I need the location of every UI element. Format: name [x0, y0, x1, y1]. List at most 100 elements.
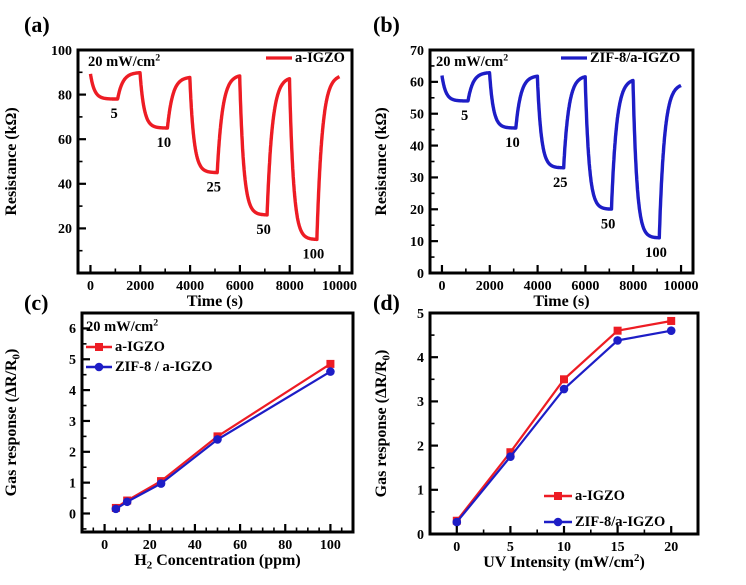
- series-line-square: [455, 319, 672, 522]
- y-tick-label: 40: [58, 178, 72, 193]
- y-tick-label: 60: [58, 133, 72, 148]
- y-axis-title: Resistance (kΩ): [373, 107, 390, 215]
- x-axis-title: H2 Concentration (ppm): [134, 552, 300, 572]
- panel-a: (a) 5 10 25 50 100 a-IGZO 20 mW/cm2 0 2000 4000 600…: [3, 12, 357, 310]
- y-tick-label: 0: [69, 507, 76, 522]
- series-group: [88, 70, 341, 242]
- pulse-concentration-label: 25: [207, 180, 222, 196]
- series-group: [111, 359, 335, 514]
- y-tick-label: 1: [417, 484, 424, 499]
- panel-letter: (a): [24, 12, 50, 37]
- series-group: [452, 316, 676, 527]
- x-tick-label: 100: [320, 538, 341, 553]
- y-axis-title: Gas response (ΔR/R0): [3, 349, 23, 497]
- y-tick-label: 4: [417, 351, 424, 366]
- x-tick-label: 0: [87, 279, 94, 294]
- y-tick-label: 30: [410, 171, 424, 186]
- pulse-concentration-label: 100: [645, 245, 667, 261]
- pulse-concentration-label: 25: [553, 175, 568, 191]
- x-tick-label: 8000: [619, 279, 647, 294]
- uv-power-annotation: 20 mW/cm2: [436, 52, 508, 70]
- legend: a-IGZO: [266, 50, 345, 66]
- legend-label: ZIF-8/a-IGZO: [575, 514, 665, 530]
- y-tick-label: 4: [69, 384, 76, 399]
- x-axis-title: Time (s): [533, 293, 589, 310]
- pulse-concentration-label: 10: [505, 135, 519, 151]
- pulse-concentration-label: 5: [110, 106, 117, 122]
- x-tick-label: 10000: [322, 279, 357, 294]
- y-tick-label: 2: [69, 446, 76, 461]
- y-tick-label: 20: [58, 222, 72, 237]
- x-tick-label: 8000: [276, 279, 304, 294]
- plot-frame: [80, 311, 355, 534]
- x-tick-label: 20: [143, 538, 157, 553]
- x-tick-label: 4000: [524, 279, 552, 294]
- legend-label: ZIF-8/a-IGZO: [590, 50, 680, 66]
- pulse-concentration-label: 50: [601, 216, 616, 232]
- response-curve: [440, 70, 683, 240]
- y-tick-label: 50: [410, 108, 424, 123]
- plot-frame: [76, 48, 354, 275]
- y-tick-label: 20: [410, 203, 424, 218]
- y-tick-label: 0: [417, 267, 424, 282]
- axes: 0 2000 4000 6000 8000 10000 0 10 20 30 40 50 60 70: [410, 44, 699, 294]
- pulse-concentration-label: 50: [256, 222, 271, 238]
- pulse-concentration-label: 10: [157, 135, 172, 151]
- y-axis-title: Resistance (kΩ): [3, 107, 20, 215]
- y-tick-label: 40: [410, 139, 424, 154]
- x-tick-label: 0: [453, 540, 460, 555]
- x-tick-label: 80: [278, 538, 292, 553]
- x-tick-label: 0: [438, 279, 445, 294]
- x-tick-label: 60: [233, 538, 247, 553]
- x-tick-label: 2000: [476, 279, 504, 294]
- y-tick-label: 2: [417, 439, 424, 454]
- x-tick-label: 10: [557, 540, 571, 555]
- axes: 0 20 40 60 80 100 0 1 2 3 4 5 6: [69, 312, 354, 553]
- legend: a-IGZO ZIF-8/a-IGZO: [544, 488, 665, 530]
- y-tick-label: 5: [417, 307, 424, 322]
- y-tick-label: 3: [417, 395, 424, 410]
- x-tick-label: 6000: [571, 279, 599, 294]
- x-tick-label: 10000: [664, 279, 699, 294]
- uv-power-annotation: 20 mW/cm2: [86, 317, 158, 335]
- y-tick-label: 5: [69, 353, 76, 368]
- pulse-concentration-label: 100: [303, 247, 325, 263]
- x-tick-label: 6000: [226, 279, 254, 294]
- legend-label: a-IGZO: [115, 339, 165, 355]
- pulse-concentration-label: 5: [461, 108, 468, 124]
- y-tick-label: 60: [410, 76, 424, 91]
- y-tick-label: 80: [58, 88, 72, 103]
- panel-letter: (c): [24, 290, 48, 315]
- y-tick-label: 10: [410, 235, 424, 250]
- response-curve: [88, 70, 341, 242]
- x-tick-label: 0: [101, 538, 108, 553]
- legend-label: a-IGZO: [295, 50, 345, 66]
- y-tick-label: 100: [51, 44, 72, 59]
- series-group: [440, 70, 683, 240]
- x-tick-label: 40: [188, 538, 202, 553]
- y-axis-title: Gas response (ΔR/R0): [373, 350, 393, 498]
- x-tick-label: 4000: [176, 279, 204, 294]
- y-tick-label: 70: [410, 44, 424, 59]
- y-tick-label: 0: [417, 528, 424, 543]
- plot-frame: [428, 311, 700, 536]
- x-axis-title: UV Intensity (mW/cm2): [483, 552, 645, 571]
- legend-label: ZIF-8 / a-IGZO: [115, 359, 212, 375]
- y-tick-label: 6: [69, 322, 76, 337]
- x-tick-label: 15: [611, 540, 625, 555]
- y-tick-label: 3: [69, 415, 76, 430]
- x-tick-label: 5: [507, 540, 514, 555]
- axes: 0 2000 4000 6000 8000 10000 20 40 60 80 100: [51, 44, 357, 294]
- y-tick-label: 1: [69, 476, 76, 491]
- panel-letter: (b): [373, 12, 400, 37]
- legend-label: a-IGZO: [575, 488, 625, 504]
- series-line-circle: [455, 329, 672, 523]
- plot-frame: [428, 48, 695, 275]
- uv-power-annotation: 20 mW/cm2: [88, 52, 160, 70]
- x-tick-label: 2000: [126, 279, 154, 294]
- legend: a-IGZO ZIF-8 / a-IGZO: [86, 339, 212, 375]
